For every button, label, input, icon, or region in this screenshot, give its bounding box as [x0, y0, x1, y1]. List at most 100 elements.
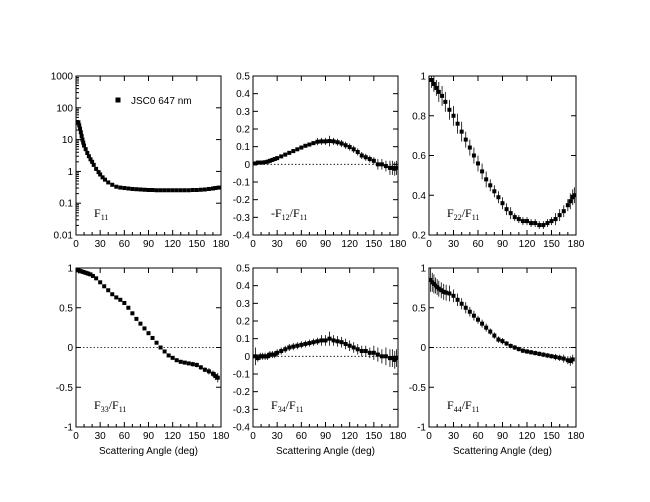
panel-label: F44/F11 — [447, 398, 479, 414]
x-tick-label: 120 — [164, 239, 181, 250]
data-point — [379, 162, 384, 167]
data-point — [504, 341, 509, 346]
x-tick-label: 30 — [272, 239, 284, 250]
x-tick-label: 60 — [296, 431, 308, 442]
data-point — [91, 162, 96, 167]
x-tick-label: 90 — [320, 431, 332, 442]
panel-label: F11 — [94, 206, 108, 222]
data-point — [323, 139, 328, 144]
data-point — [363, 349, 368, 354]
data-point — [190, 362, 195, 367]
label-sub: 34 — [278, 405, 286, 414]
x-tick-label: 0 — [73, 431, 79, 442]
data-point — [331, 338, 336, 343]
x-tick-label: 60 — [296, 239, 308, 250]
data-point — [94, 166, 99, 171]
data-point — [440, 93, 445, 98]
data-point — [553, 355, 558, 360]
y-tick-label: 10 — [62, 135, 74, 146]
data-point — [520, 219, 525, 224]
data-point — [428, 277, 433, 282]
data-point — [110, 182, 115, 187]
x-tick-label: 150 — [543, 239, 560, 250]
data-point — [496, 195, 501, 200]
data-point — [476, 317, 480, 322]
data-point — [86, 271, 91, 276]
data-point — [255, 356, 260, 361]
x-tick-label: 60 — [472, 239, 484, 250]
y-tick-label: 0.5 — [236, 264, 250, 275]
data-point — [371, 158, 376, 163]
data-point — [359, 349, 364, 354]
data-point — [88, 157, 93, 162]
data-point — [213, 186, 218, 191]
data-point — [533, 221, 538, 226]
y-tick-label: 1 — [67, 264, 73, 275]
data-point — [158, 188, 163, 193]
data-point — [335, 339, 340, 344]
y-tick-label: 0.4 — [236, 281, 250, 292]
x-tick-label: 90 — [143, 431, 155, 442]
data-point — [79, 133, 84, 138]
data-point — [287, 345, 292, 350]
data-point — [508, 343, 513, 348]
x-tick-label: 30 — [95, 431, 107, 442]
panel-label: F22/F11 — [447, 206, 479, 222]
y-tick-label: -0.4 — [233, 423, 251, 434]
y-tick-label: 0.5 — [236, 72, 250, 83]
data-point — [198, 365, 203, 370]
label-main: F — [447, 206, 454, 220]
data-point — [178, 188, 183, 193]
label-sub: 11 — [296, 405, 304, 414]
data-point — [98, 280, 103, 285]
legend-marker — [115, 97, 121, 103]
data-point — [525, 349, 529, 354]
data-point — [451, 293, 456, 298]
data-point — [359, 153, 364, 158]
data-point — [267, 352, 272, 357]
x-tick-label: 180 — [568, 239, 585, 250]
panel-f33: 0 30 60 90 120 150 180 -1 -0.5 0 0.5 1 F33/F11 Scatte… — [56, 264, 230, 458]
data-point — [166, 353, 171, 358]
data-point — [94, 276, 99, 281]
data-point — [451, 113, 456, 118]
data-point — [186, 188, 191, 193]
data-point — [459, 129, 464, 134]
label-mid: /F — [462, 206, 472, 220]
label-main: -F — [271, 206, 282, 220]
label-mid: /F — [109, 398, 119, 412]
x-tick-label: 150 — [543, 431, 560, 442]
data-point — [102, 284, 107, 289]
data-point — [76, 268, 81, 273]
data-point — [303, 143, 308, 148]
data-point — [375, 352, 380, 357]
y-tick-label: 0.3 — [236, 299, 250, 310]
data-point — [265, 159, 270, 164]
data-point — [270, 352, 275, 357]
y-tick-label: 0 — [244, 352, 250, 363]
data-point — [146, 331, 151, 336]
y-tick-label: 0.2 — [412, 231, 426, 242]
data-point — [255, 160, 260, 165]
x-tick-label: 180 — [213, 431, 230, 442]
data-point — [484, 177, 489, 182]
label-sub: 11 — [472, 405, 480, 414]
data-point — [186, 361, 191, 366]
data-point — [283, 152, 288, 157]
data-point — [81, 269, 86, 274]
data-point — [206, 369, 211, 374]
y-tick-label: -0.3 — [233, 213, 251, 224]
x-tick-label: 120 — [519, 239, 536, 250]
data-point — [103, 177, 107, 182]
x-tick-label: 180 — [568, 431, 585, 442]
data-point — [557, 355, 562, 360]
data-point — [394, 356, 399, 361]
x-tick-label: 150 — [188, 431, 205, 442]
data-point — [480, 169, 485, 174]
y-tick-label: -0.5 — [409, 383, 427, 394]
data-point — [81, 140, 86, 145]
data-point — [90, 159, 95, 164]
y-tick-label: -0.4 — [233, 231, 251, 242]
data-point — [202, 187, 207, 192]
